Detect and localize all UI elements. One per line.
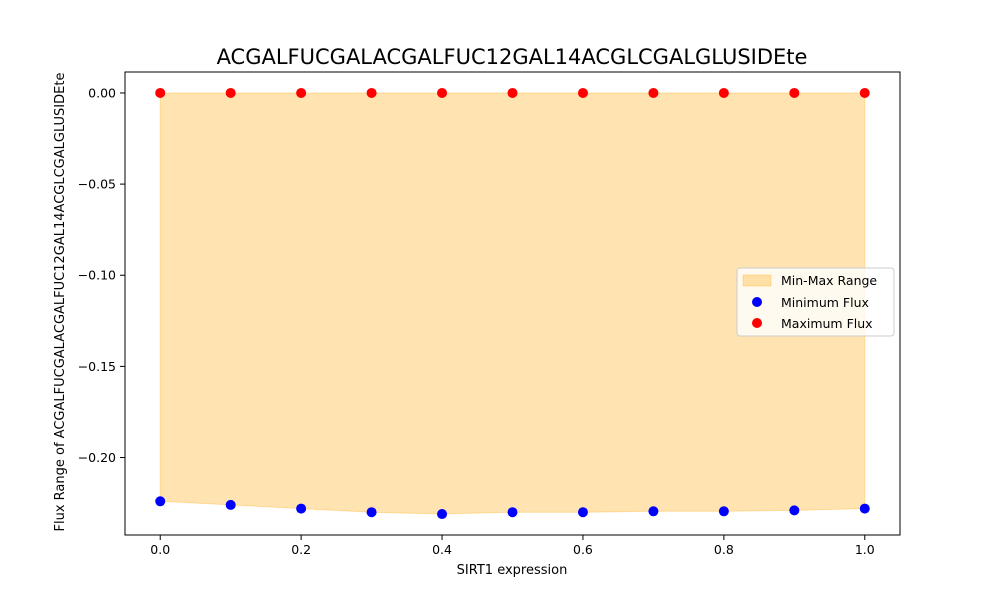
- x-tick-label: 0.0: [150, 542, 170, 557]
- max-flux-point: [577, 87, 588, 98]
- max-flux-point: [437, 87, 448, 98]
- x-tick-label: 1.0: [855, 542, 875, 557]
- chart-title: ACGALFUCGALACGALFUC12GAL14ACGLCGALGLUSID…: [217, 45, 808, 69]
- min-flux-point: [718, 506, 729, 517]
- x-tick-label: 0.4: [432, 542, 452, 557]
- min-flux-point: [225, 499, 236, 510]
- y-axis-label: Flux Range of ACGALFUCGALACGALFUC12GAL14…: [53, 73, 68, 532]
- legend-min-marker: [752, 297, 762, 307]
- min-flux-point: [648, 506, 659, 517]
- max-flux-point: [507, 87, 518, 98]
- legend-min-label: Minimum Flux: [781, 295, 869, 310]
- max-flux-point: [789, 87, 800, 98]
- x-tick-label: 0.6: [573, 542, 593, 557]
- min-flux-point: [296, 503, 307, 514]
- min-flux-point: [366, 507, 377, 518]
- y-tick-label: −0.15: [78, 359, 116, 374]
- min-flux-point: [437, 509, 448, 520]
- max-flux-point: [225, 87, 236, 98]
- min-flux-point: [507, 507, 518, 518]
- plot-area: 0.0 0.2 0.4 0.6 0.8 1.0 0.00 −0.05 −0.10 −0.15 −0.…: [78, 71, 901, 557]
- max-flux-point: [155, 87, 166, 98]
- legend-range-label: Min-Max Range: [781, 273, 877, 288]
- max-flux-point: [718, 87, 729, 98]
- max-flux-point: [859, 87, 870, 98]
- y-tick-label: −0.20: [78, 450, 116, 465]
- y-tick-label: −0.10: [78, 268, 116, 283]
- min-flux-point: [577, 507, 588, 518]
- legend-max-label: Maximum Flux: [781, 316, 873, 331]
- min-flux-point: [859, 503, 870, 514]
- legend-max-marker: [752, 318, 762, 328]
- min-flux-point: [789, 505, 800, 516]
- max-flux-point: [366, 87, 377, 98]
- y-tick-label: −0.05: [78, 177, 116, 192]
- max-flux-point: [648, 87, 659, 98]
- legend: Min-Max Range Minimum Flux Maximum Flux: [736, 267, 895, 337]
- y-tick-label: 0.00: [88, 85, 116, 100]
- x-tick-label: 0.8: [714, 542, 734, 557]
- legend-range-swatch: [742, 274, 772, 287]
- plot-frame: [124, 71, 901, 536]
- x-axis-label: SIRT1 expression: [457, 563, 568, 578]
- min-flux-point: [155, 496, 166, 507]
- max-flux-point: [296, 87, 307, 98]
- x-tick-label: 0.2: [291, 542, 311, 557]
- legend-box: [736, 267, 895, 337]
